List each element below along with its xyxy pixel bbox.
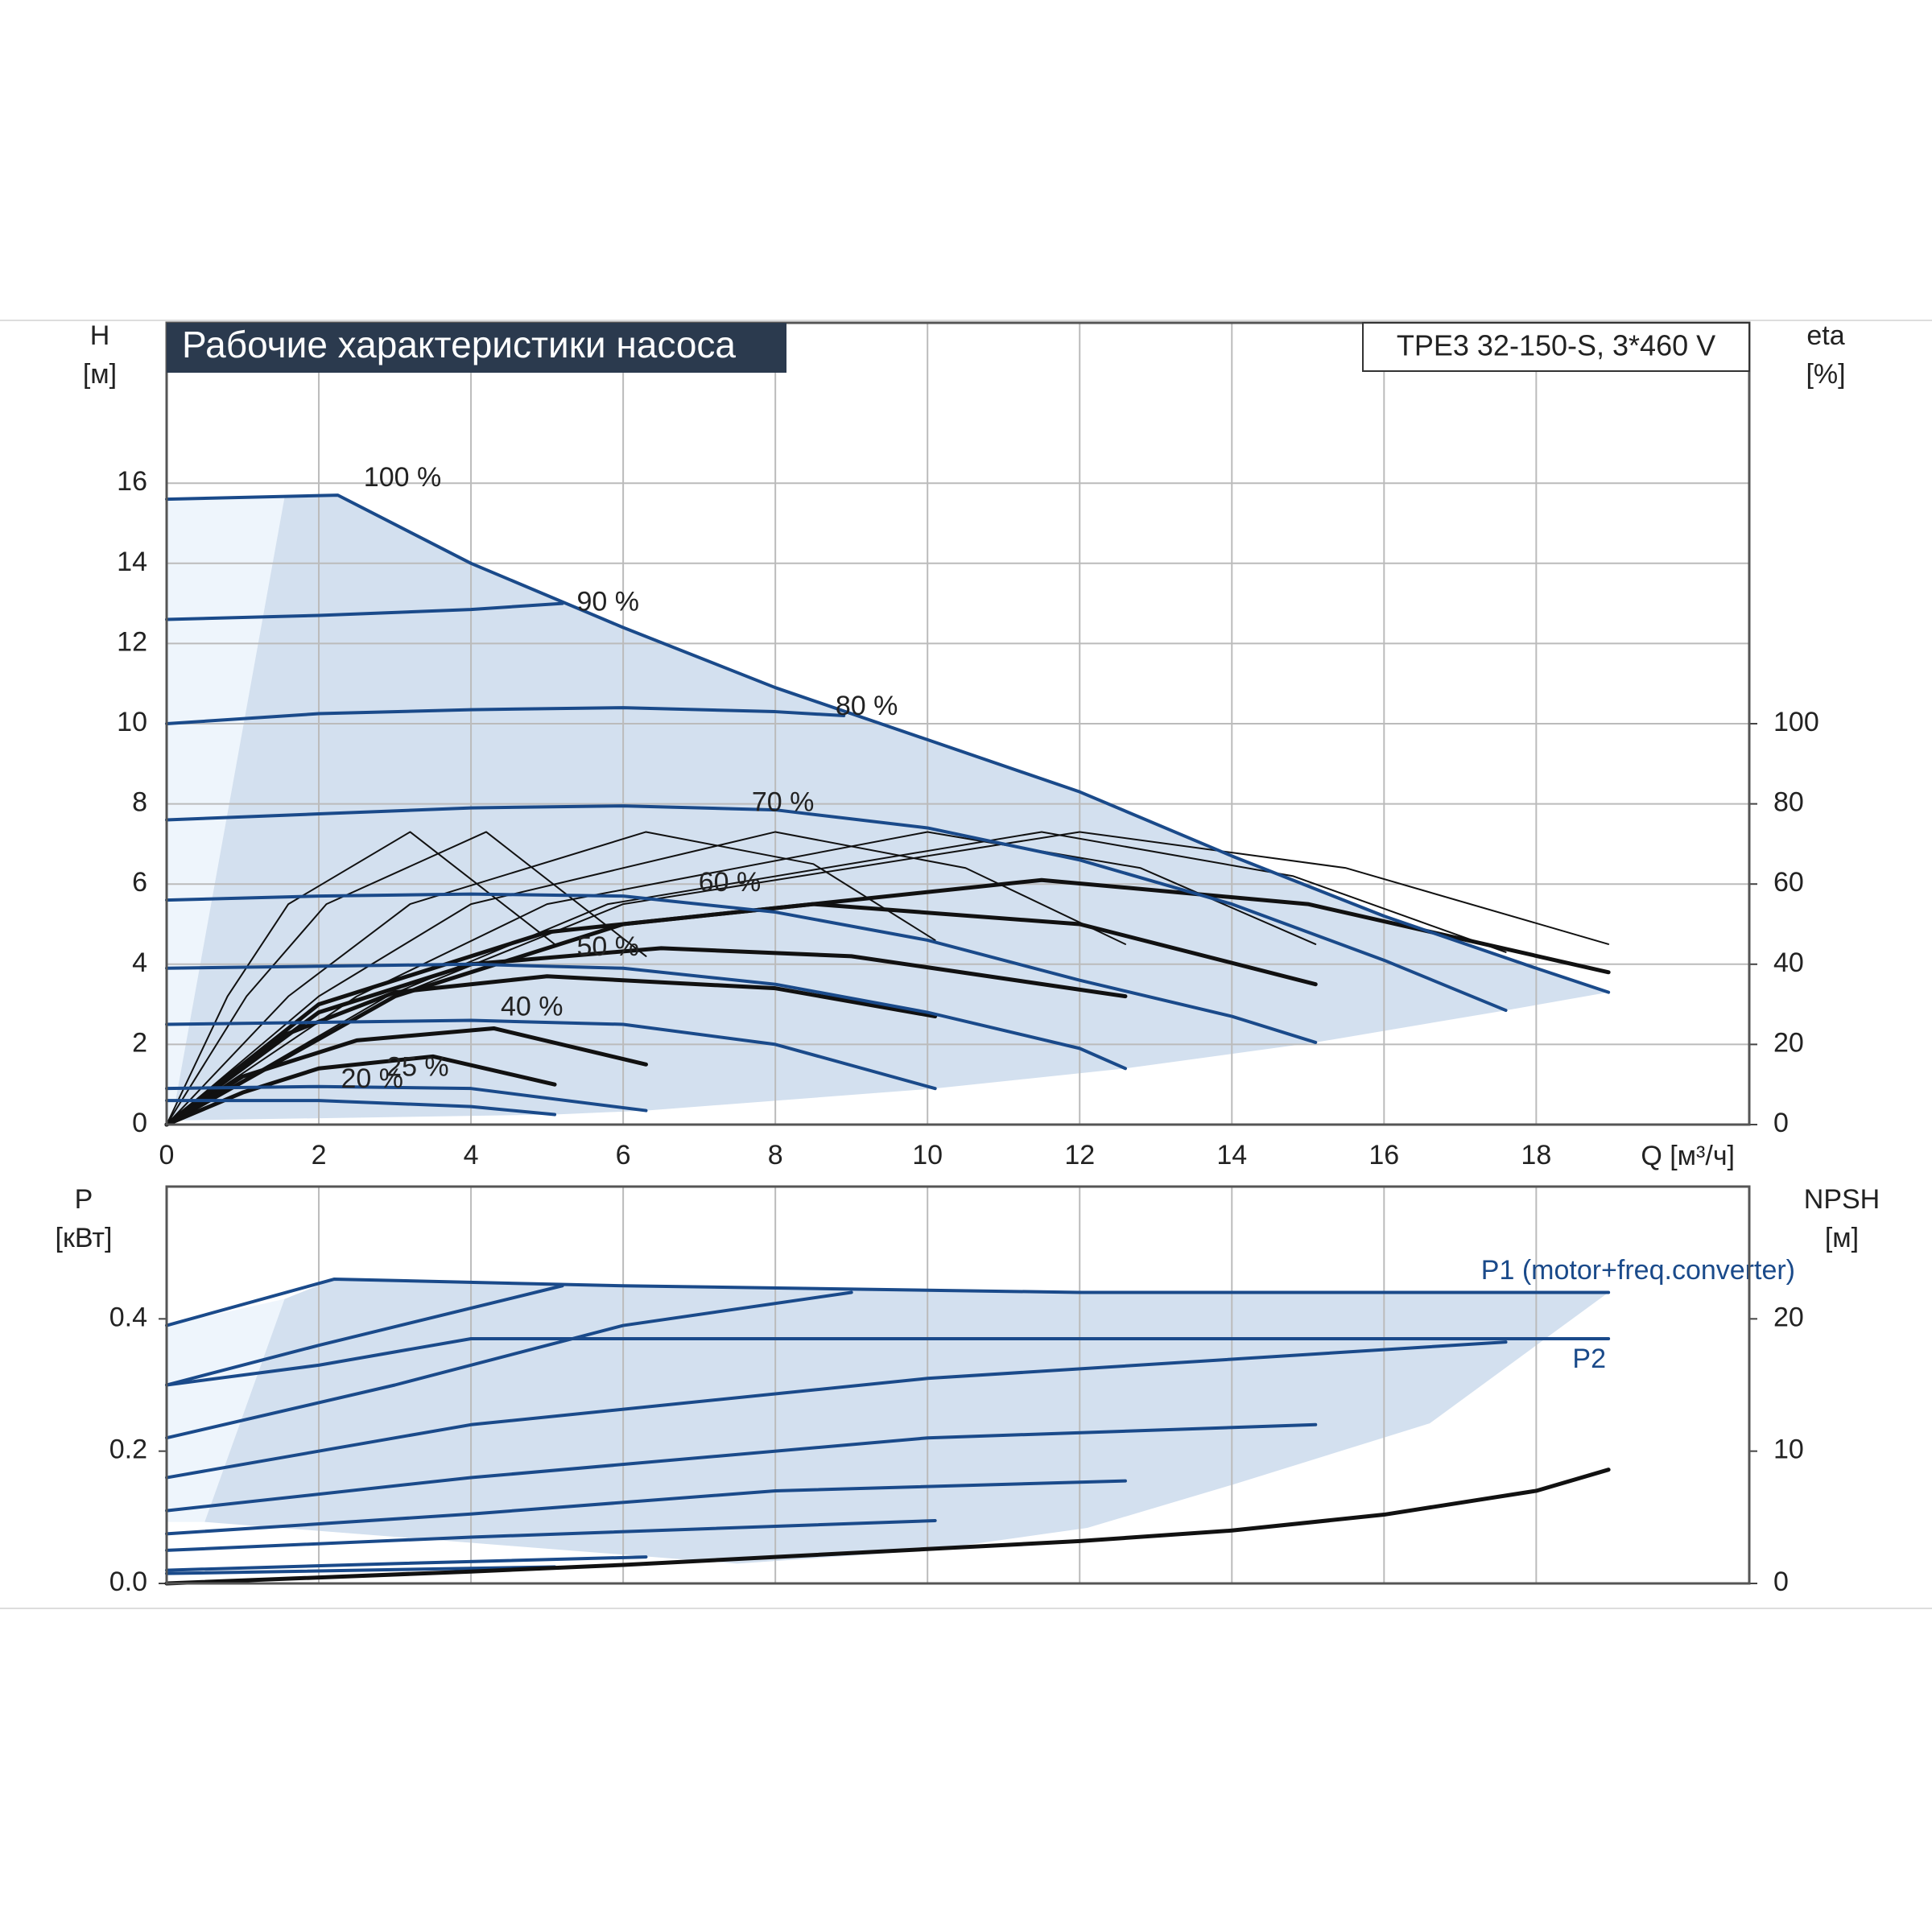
light-area [167, 1298, 285, 1522]
operating-area [204, 1279, 1609, 1564]
y2-tick-label: 0 [1773, 1567, 1789, 1597]
y-tick-label: 6 [132, 867, 147, 898]
chart-title: Рабочие характеристики насоса [182, 324, 736, 365]
x-tick-label: 2 [312, 1140, 327, 1170]
x-tick-label: 14 [1216, 1140, 1247, 1170]
plot-frame [165, 1185, 1751, 1585]
head-curve [165, 804, 1508, 1013]
y-axis-label: P [75, 1184, 93, 1215]
head-curve [165, 1084, 648, 1113]
curve-label: 25 % [386, 1051, 449, 1082]
x-tick-label: 16 [1368, 1140, 1399, 1170]
plot-frame [165, 321, 1751, 1126]
power-curve [165, 1278, 1611, 1327]
y-axis-unit: [м] [83, 359, 117, 390]
eta-curve [166, 831, 936, 1125]
power-curve [165, 1284, 564, 1387]
x-tick-label: 0 [159, 1140, 175, 1170]
curve-label: 100 % [364, 462, 441, 493]
power-curve [165, 1422, 1318, 1513]
npsh-curve [164, 1468, 1611, 1586]
curve-label: 50 % [576, 931, 639, 962]
curve-label: 20 % [341, 1063, 403, 1094]
power-curve [165, 1290, 853, 1440]
legend-label: P1 (motor+freq.converter) [1481, 1255, 1795, 1286]
eta-curve [164, 877, 1611, 1127]
head-curve [165, 962, 1127, 1071]
head-curve [165, 1099, 557, 1117]
x-tick-label: 18 [1521, 1140, 1551, 1170]
head-curve [165, 706, 846, 725]
head-curve [165, 493, 1611, 994]
head-curve [165, 601, 564, 621]
y2-tick-label: 10 [1773, 1435, 1804, 1465]
curve-label: 70 % [752, 787, 815, 818]
y-tick-label: 0.4 [109, 1302, 147, 1332]
eta-curve [166, 831, 647, 1125]
model-box [1362, 322, 1750, 372]
y2-tick-label: 80 [1773, 787, 1804, 818]
power-curve [165, 1565, 557, 1575]
y2-tick-label: 20 [1773, 1027, 1804, 1058]
y-tick-label: 16 [117, 466, 147, 497]
x-tick-label: 8 [768, 1140, 783, 1170]
y2-tick-label: 60 [1773, 867, 1804, 898]
eta-curve [164, 1026, 648, 1127]
eta-curve [166, 831, 1507, 1125]
power-curve [165, 1340, 1508, 1480]
model-label: TPE3 32-150-S, 3*460 V [1397, 329, 1715, 362]
x-tick-label: 12 [1064, 1140, 1095, 1170]
y-tick-label: 14 [117, 547, 147, 577]
x-axis-label: Q [м³/ч] [1641, 1141, 1735, 1171]
y2-axis-label: eta [1806, 320, 1844, 351]
title-box [167, 323, 786, 373]
y-tick-label: 12 [117, 626, 147, 657]
eta-curve [164, 902, 1318, 1127]
power-curve [165, 1336, 1611, 1387]
y2-axis-unit: [м] [1825, 1223, 1859, 1253]
eta-curve [166, 831, 556, 1125]
power-curve [165, 1479, 1127, 1536]
head-curve [165, 892, 1318, 1044]
y-axis-label: H [90, 320, 110, 351]
y-tick-label: 0.2 [109, 1435, 147, 1465]
y2-tick-label: 40 [1773, 947, 1804, 978]
y2-axis-unit: [%] [1806, 359, 1845, 390]
legend-label: P2 [1572, 1344, 1606, 1374]
y2-tick-label: 20 [1773, 1302, 1804, 1332]
y-tick-label: 10 [117, 707, 147, 737]
power-curve [165, 1518, 937, 1552]
y2-axis-label: NPSH [1804, 1184, 1880, 1215]
y-tick-label: 4 [132, 947, 147, 978]
eta-curve [164, 1054, 557, 1127]
x-tick-label: 10 [912, 1140, 943, 1170]
operating-area [167, 495, 1609, 1121]
power-curve [165, 1555, 648, 1572]
x-tick-label: 6 [616, 1140, 631, 1170]
curve-label: 60 % [699, 867, 762, 898]
curve-label: 90 % [576, 587, 639, 617]
y2-tick-label: 0 [1773, 1108, 1789, 1138]
curve-label: 40 % [501, 992, 564, 1022]
curve-label: 80 % [836, 691, 898, 721]
eta-curve [166, 831, 1126, 1125]
y-tick-label: 0.0 [109, 1567, 147, 1597]
head-curve [165, 1018, 937, 1091]
y-tick-label: 0 [132, 1108, 147, 1138]
y-axis-unit: [кВт] [56, 1223, 113, 1253]
y2-tick-label: 100 [1773, 707, 1819, 737]
x-tick-label: 4 [464, 1140, 479, 1170]
eta-curve [164, 974, 938, 1127]
y-tick-label: 2 [132, 1027, 147, 1058]
y-tick-label: 8 [132, 787, 147, 818]
